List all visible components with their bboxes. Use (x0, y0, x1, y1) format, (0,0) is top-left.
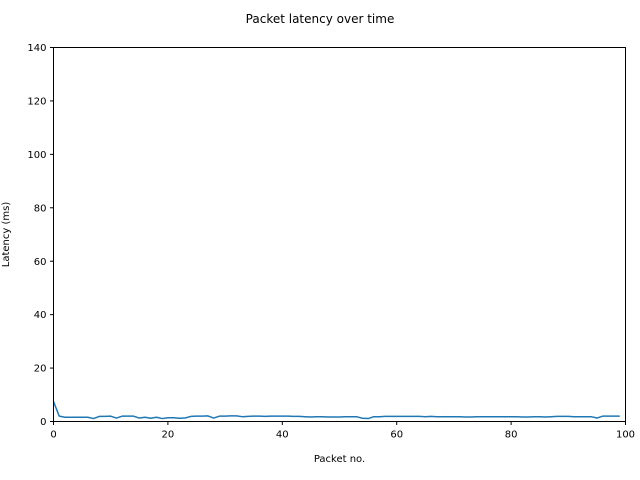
x-tick-label: 60 (390, 430, 403, 441)
y-tick-label: 100 (27, 150, 46, 161)
x-tick-label: 80 (505, 430, 518, 441)
x-tick-label: 100 (616, 430, 635, 441)
chart-title: Packet latency over time (246, 12, 395, 26)
plot-frame (53, 47, 626, 422)
y-tick-label: 20 (34, 364, 47, 375)
x-tick-label: 20 (162, 430, 175, 441)
y-tick-label: 140 (27, 43, 46, 54)
y-tick-label: 120 (27, 97, 46, 108)
y-tick-label: 0 (40, 417, 46, 428)
y-tick-label: 80 (34, 203, 47, 214)
latency-series-line (52, 401, 620, 420)
ticks-layer: 0 20 40 60 80 100 0 20 40 60 80 100 120 140 (27, 43, 635, 440)
x-axis-label: Packet no. (314, 454, 365, 465)
x-tick-label: 0 (50, 430, 56, 441)
plot-layer (52, 401, 620, 420)
y-tick-label: 60 (34, 257, 47, 268)
y-tick-label: 40 (34, 310, 47, 321)
x-tick-label: 40 (276, 430, 289, 441)
y-axis-label: Latency (ms) (1, 202, 12, 268)
